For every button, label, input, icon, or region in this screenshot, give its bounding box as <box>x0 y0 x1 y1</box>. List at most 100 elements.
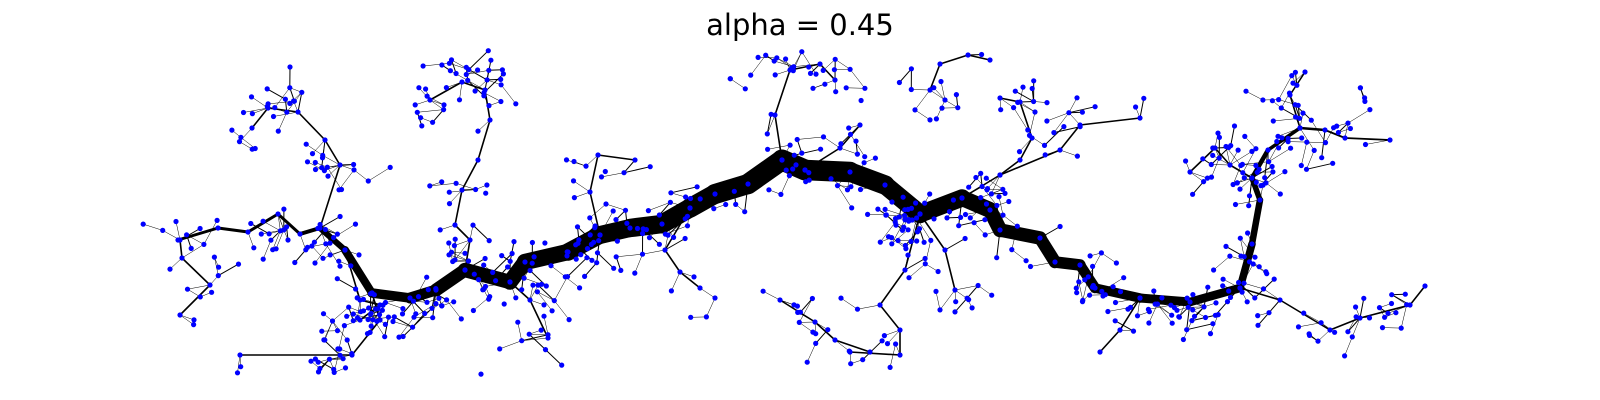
node <box>214 217 220 223</box>
node <box>817 61 823 67</box>
node <box>1025 127 1031 133</box>
node <box>385 314 392 320</box>
branch-edge <box>454 189 463 226</box>
twig-edge <box>262 239 272 260</box>
node <box>322 226 328 233</box>
node <box>877 239 883 245</box>
node <box>215 225 221 231</box>
node <box>1322 127 1328 133</box>
node <box>848 361 854 367</box>
twig-edge <box>815 329 829 344</box>
node <box>939 105 945 111</box>
node <box>309 243 315 249</box>
node <box>583 163 589 169</box>
node <box>953 92 960 98</box>
node <box>965 52 971 58</box>
node <box>765 146 771 152</box>
node <box>486 238 492 244</box>
twig-edge <box>321 330 338 332</box>
node <box>319 155 326 161</box>
twig-edge <box>454 239 471 261</box>
node <box>1099 288 1105 294</box>
node <box>733 201 739 207</box>
node <box>207 282 213 288</box>
twig-edge <box>338 325 345 350</box>
node <box>1330 160 1336 166</box>
node <box>1315 338 1321 344</box>
node <box>966 184 972 190</box>
node <box>327 240 333 246</box>
node <box>1074 290 1080 296</box>
node <box>1015 99 1021 105</box>
node <box>1345 120 1351 126</box>
node <box>522 259 528 265</box>
node <box>260 256 266 262</box>
branch-edge <box>429 81 463 101</box>
node <box>427 97 433 103</box>
node <box>1303 166 1310 172</box>
twig-edge <box>642 249 666 255</box>
node <box>481 90 487 96</box>
twig-edge <box>267 106 288 113</box>
node <box>268 237 274 243</box>
node <box>1090 282 1096 289</box>
node <box>439 303 445 309</box>
twig-edge <box>776 57 794 67</box>
trunk-edge <box>457 262 518 290</box>
node <box>952 309 958 315</box>
node <box>846 348 852 354</box>
node <box>867 349 873 355</box>
twig-edge <box>776 57 793 69</box>
twig-edge <box>1240 237 1245 257</box>
node <box>420 63 426 69</box>
twig-edge <box>658 201 671 216</box>
branch-edge <box>664 249 681 273</box>
node <box>1332 329 1338 335</box>
node <box>287 100 293 106</box>
node <box>371 292 377 298</box>
twig-edge <box>1211 164 1231 166</box>
node <box>786 173 793 179</box>
node <box>459 79 465 85</box>
node <box>1294 82 1300 88</box>
node <box>872 155 879 161</box>
node <box>1362 98 1368 104</box>
node <box>895 237 901 244</box>
node <box>610 208 616 214</box>
twig-edge <box>459 81 463 101</box>
node <box>439 179 445 185</box>
node <box>367 329 373 335</box>
twig-edge <box>801 51 817 75</box>
node <box>900 194 906 200</box>
node <box>542 240 548 246</box>
node <box>312 356 318 362</box>
node <box>883 212 889 218</box>
twig-edge <box>1229 149 1239 166</box>
twig-edge <box>1101 252 1117 264</box>
twig-edge <box>940 81 946 101</box>
twig-edge <box>585 154 599 167</box>
node <box>944 215 950 221</box>
twig-edge <box>477 119 491 132</box>
node <box>483 190 489 196</box>
node <box>1379 325 1386 331</box>
node <box>427 183 433 189</box>
node <box>303 141 309 147</box>
node <box>1212 312 1218 318</box>
node <box>488 57 494 63</box>
node <box>295 109 301 115</box>
trunk-edge <box>341 246 376 297</box>
node <box>236 139 243 145</box>
node <box>167 266 173 272</box>
node <box>264 103 270 110</box>
node <box>320 255 326 261</box>
node <box>1347 125 1353 132</box>
trunk-edge <box>176 226 220 242</box>
node <box>184 232 190 238</box>
twig-edge <box>398 316 415 338</box>
node <box>1298 162 1304 169</box>
node <box>349 351 355 357</box>
node <box>471 271 477 277</box>
node <box>854 151 861 157</box>
node <box>350 311 356 317</box>
